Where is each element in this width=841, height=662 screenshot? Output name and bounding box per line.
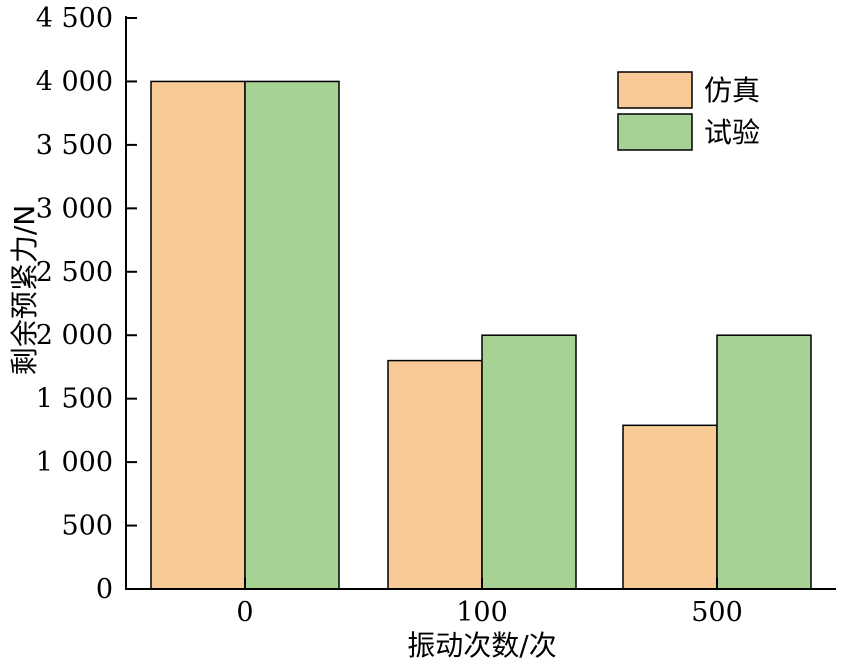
y-tick-label: 2 500 — [36, 257, 113, 288]
bars-group — [150, 80, 812, 590]
bar-sim-500 — [622, 424, 718, 590]
legend-swatch-test — [617, 113, 693, 151]
y-tick-label: 1 000 — [36, 447, 113, 478]
y-ticks-group: 0 500 1 000 1 500 2 000 2 500 3 000 3 500 4 000 4… — [36, 3, 137, 605]
x-tick-label: 0 — [236, 597, 253, 628]
y-tick-label: 0 — [96, 574, 113, 605]
legend-label-test: 试验 — [704, 116, 760, 149]
y-axis-title: 剩余预紧力/N — [8, 205, 41, 375]
bar-sim-100 — [387, 359, 483, 590]
y-tick-label: 1 500 — [36, 384, 113, 415]
bar-test-100 — [481, 334, 577, 590]
y-tick-label: 4 500 — [36, 3, 113, 34]
y-tick-label: 2 000 — [36, 320, 113, 351]
x-tick-label: 500 — [691, 597, 743, 628]
x-tick-label: 100 — [456, 597, 508, 628]
y-tick-label: 3 000 — [36, 193, 113, 224]
x-axis-title: 振动次数/次 — [407, 629, 556, 662]
y-tick-label: 3 500 — [36, 130, 113, 161]
y-tick-label: 500 — [61, 511, 113, 542]
bar-test-0 — [244, 80, 340, 590]
y-tick-label: 4 000 — [36, 66, 113, 97]
legend-label-sim: 仿真 — [704, 74, 760, 107]
legend-swatch-sim — [617, 71, 693, 109]
bar-test-500 — [716, 334, 812, 590]
bar-sim-0 — [150, 80, 246, 590]
x-ticks-group: 0 100 500 — [236, 578, 743, 628]
